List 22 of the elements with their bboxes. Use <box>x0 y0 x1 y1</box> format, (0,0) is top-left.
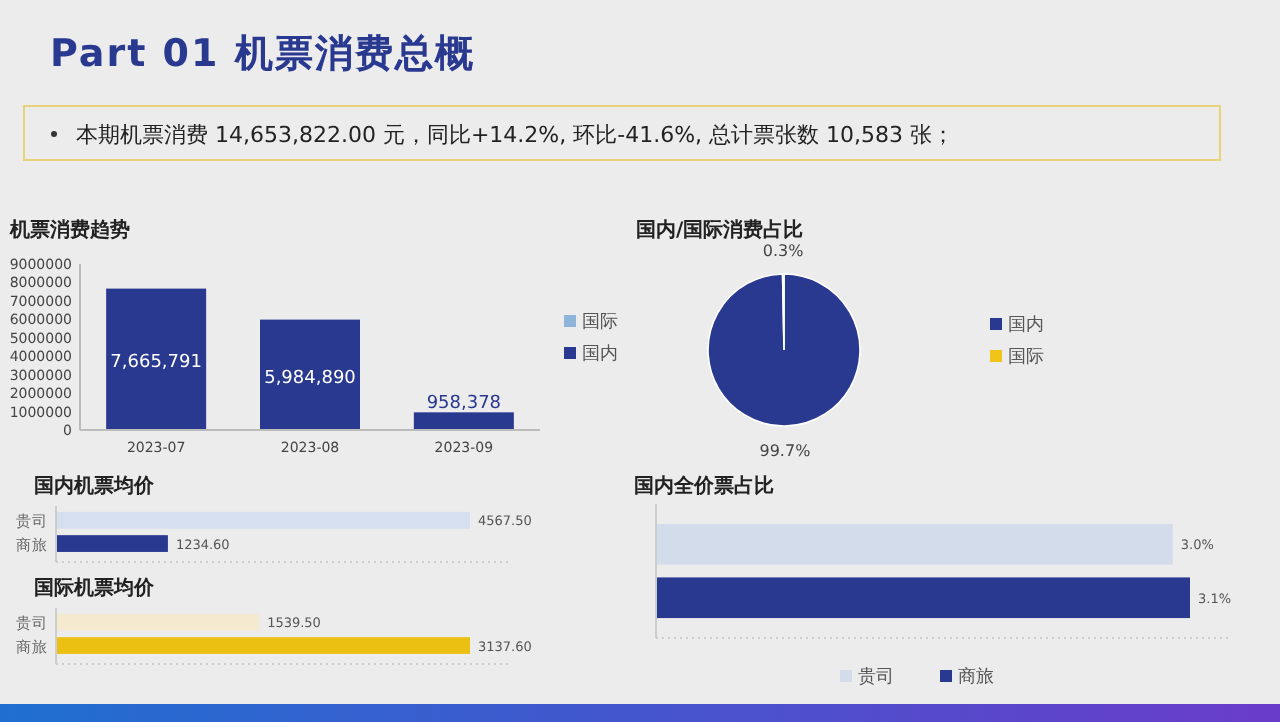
data-label: 5,984,890 <box>264 368 357 389</box>
pie-slice <box>707 273 861 427</box>
bar <box>106 288 207 430</box>
legend-label: 国内 <box>1008 314 1044 336</box>
data-label: 7,665,791 <box>110 353 202 374</box>
legend-label: 贵司 <box>858 666 894 688</box>
chart-title: 国内全价票占比 <box>634 474 774 498</box>
chart-title: 国内机票均价 <box>34 474 156 498</box>
text: 本期机票消费 14,653,822.00 元，同比+14.2%, 环比-41.6%, 总计票张数 10,583 张； <box>76 122 955 148</box>
chart-title: 机票消费趋势 <box>8 218 130 242</box>
bar <box>260 319 360 430</box>
chart-title: 国际机票均价 <box>34 576 156 600</box>
data-label: 0.3% <box>762 242 805 260</box>
legend-label: 国际 <box>1008 348 1044 368</box>
data-label: 958,378 <box>426 394 502 415</box>
legend-label: 国内 <box>582 343 618 365</box>
data-label: 99.7% <box>759 442 812 460</box>
text: Part 01 机票消费总概 <box>50 32 475 76</box>
legend-label: 商旅 <box>958 666 994 688</box>
chart-title: 国内/国际消费占比 <box>636 218 804 242</box>
legend-label: 国际 <box>582 313 618 333</box>
bar <box>413 412 514 430</box>
